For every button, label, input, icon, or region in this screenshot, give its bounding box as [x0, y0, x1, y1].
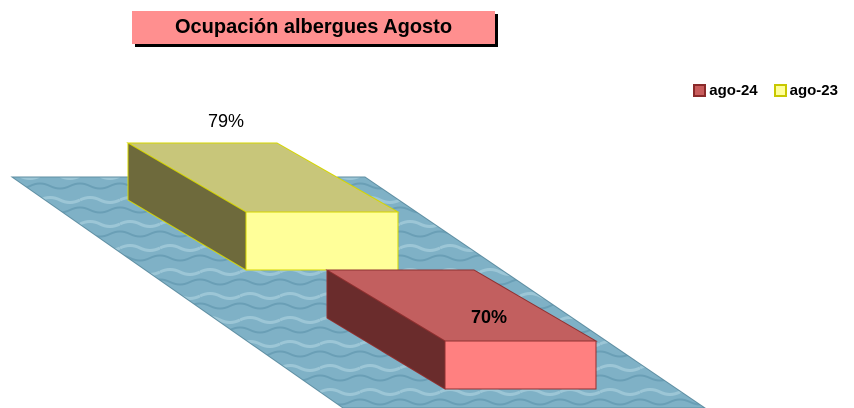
legend: ago-24 ago-23 [693, 82, 838, 99]
chart-title: Ocupación albergues Agosto [132, 11, 495, 44]
legend-label-ago-23: ago-23 [789, 82, 838, 99]
bar-ago-24-front [444, 340, 597, 390]
data-label-ago-23: 79% [208, 111, 244, 131]
bar-ago-23 [126, 142, 400, 271]
legend-item-ago-23: ago-23 [773, 82, 838, 99]
legend-swatch-ago-24 [693, 84, 707, 97]
bar-ago-24 [325, 269, 598, 390]
legend-label-ago-24: ago-24 [709, 82, 758, 99]
bar-ago-23-front [245, 211, 399, 271]
data-label-ago-24: 70% [471, 307, 507, 327]
legend-swatch-ago-23 [773, 84, 787, 97]
legend-item-ago-24: ago-24 [693, 82, 758, 99]
